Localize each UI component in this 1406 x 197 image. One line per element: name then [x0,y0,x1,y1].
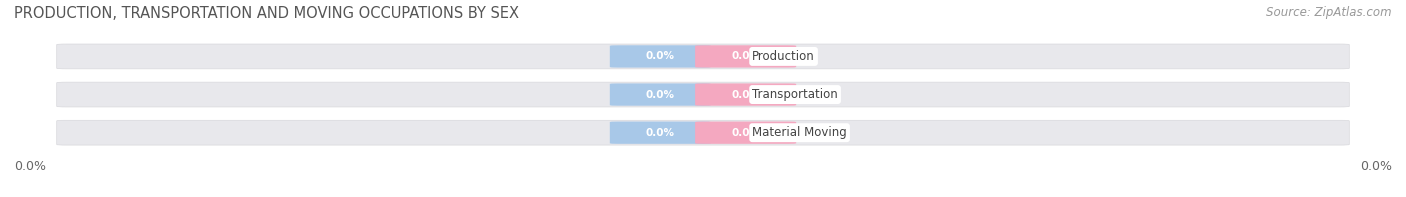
Text: 0.0%: 0.0% [645,51,675,61]
Text: 0.0%: 0.0% [14,160,46,173]
FancyBboxPatch shape [695,122,796,144]
Text: 0.0%: 0.0% [731,128,761,138]
FancyBboxPatch shape [610,122,711,144]
Text: 0.0%: 0.0% [731,90,761,99]
Legend: Male, Female: Male, Female [634,193,772,197]
Text: 0.0%: 0.0% [731,51,761,61]
FancyBboxPatch shape [695,45,796,68]
FancyBboxPatch shape [695,83,796,106]
Text: PRODUCTION, TRANSPORTATION AND MOVING OCCUPATIONS BY SEX: PRODUCTION, TRANSPORTATION AND MOVING OC… [14,6,519,21]
FancyBboxPatch shape [56,120,1350,145]
Text: Production: Production [752,50,815,63]
FancyBboxPatch shape [56,44,1350,69]
Text: Transportation: Transportation [752,88,838,101]
Text: 0.0%: 0.0% [1360,160,1392,173]
FancyBboxPatch shape [610,45,711,68]
Text: 0.0%: 0.0% [645,128,675,138]
Text: Source: ZipAtlas.com: Source: ZipAtlas.com [1267,6,1392,19]
FancyBboxPatch shape [610,83,711,106]
FancyBboxPatch shape [56,82,1350,107]
Text: 0.0%: 0.0% [645,90,675,99]
Text: Material Moving: Material Moving [752,126,846,139]
